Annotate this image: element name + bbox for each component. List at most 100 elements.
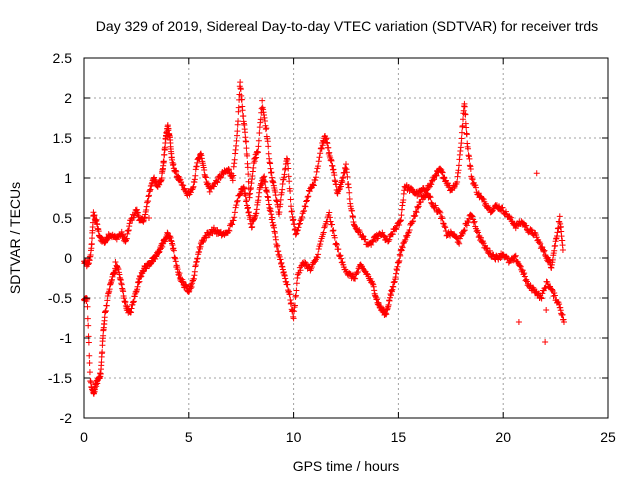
data-point (538, 295, 545, 302)
data-point (338, 255, 345, 262)
data-point (335, 246, 342, 253)
data-point (287, 188, 294, 195)
data-point (468, 175, 475, 182)
data-point (353, 270, 360, 277)
data-point (287, 196, 294, 203)
data-point (315, 246, 322, 253)
data-point (304, 193, 311, 200)
data-point (286, 178, 293, 185)
data-point (463, 124, 470, 131)
data-point (303, 197, 310, 204)
data-point (291, 302, 298, 309)
data-point (245, 171, 252, 178)
grid (84, 58, 608, 418)
data-point (84, 315, 91, 322)
data-point (233, 137, 240, 144)
data-point (351, 275, 358, 282)
data-point (461, 103, 468, 110)
data-point (129, 216, 136, 223)
data-point (315, 163, 322, 170)
data-point (86, 352, 93, 359)
data-point (414, 204, 421, 211)
data-point (178, 178, 185, 185)
data-point (330, 227, 337, 234)
data-point (412, 212, 419, 219)
data-point (370, 237, 377, 244)
data-point (537, 294, 544, 301)
data-point (466, 155, 473, 162)
data-point (475, 190, 482, 197)
data-point (539, 290, 546, 297)
y-tick-label: -1 (60, 330, 73, 346)
data-point (258, 105, 265, 112)
data-point (298, 214, 305, 221)
data-point (427, 194, 434, 201)
data-point (263, 125, 270, 132)
data-point (428, 181, 435, 188)
data-point (317, 241, 324, 248)
data-point (329, 221, 336, 228)
data-point (191, 268, 198, 275)
data-point (522, 277, 529, 284)
data-point (296, 269, 303, 276)
data-point (442, 228, 449, 235)
data-point (237, 79, 244, 86)
data-point (231, 209, 238, 216)
data-point (428, 200, 435, 207)
data-point (542, 252, 549, 259)
data-point (402, 236, 409, 243)
data-point (374, 235, 381, 242)
data-point (439, 169, 446, 176)
data-point (100, 332, 107, 339)
data-point (541, 247, 548, 254)
data-point (84, 296, 91, 303)
data-point (310, 181, 317, 188)
data-point (316, 154, 323, 161)
data-point (231, 214, 238, 221)
data-point (244, 204, 251, 211)
data-point (289, 307, 296, 314)
data-point (349, 207, 356, 214)
data-point (329, 228, 336, 235)
data-point (440, 220, 447, 227)
data-point (502, 208, 509, 215)
data-point (301, 207, 308, 214)
data-point (249, 223, 256, 230)
y-tick-label: 0.5 (53, 210, 73, 226)
data-point (389, 231, 396, 238)
data-point (210, 224, 217, 231)
data-point (230, 217, 237, 224)
data-point (521, 270, 528, 277)
data-point (288, 203, 295, 210)
data-point (499, 204, 506, 211)
data-point (439, 215, 446, 222)
data-point (293, 287, 300, 294)
data-point (465, 215, 472, 222)
y-tick-label: 0 (64, 250, 72, 266)
data-point (199, 239, 206, 246)
data-point (386, 236, 393, 243)
data-point (303, 198, 310, 205)
data-point (317, 238, 324, 245)
chart-title: Day 329 of 2019, Sidereal Day-to-day VTE… (96, 18, 598, 34)
data-point (200, 238, 207, 245)
data-point (465, 219, 472, 226)
data-point (414, 203, 421, 210)
data-point (463, 222, 470, 229)
data-point (411, 213, 418, 220)
data-point (308, 263, 315, 270)
data-point (238, 96, 245, 103)
data-point (477, 234, 484, 241)
data-point (255, 137, 262, 144)
data-point (496, 203, 503, 210)
data-point (442, 224, 449, 231)
data-point (396, 218, 403, 225)
data-point (409, 186, 416, 193)
data-point (488, 208, 495, 215)
data-point (85, 322, 92, 329)
data-point (295, 224, 302, 231)
data-point (237, 86, 244, 93)
data-point (369, 238, 376, 245)
data-point (497, 254, 504, 261)
data-point (274, 242, 281, 249)
